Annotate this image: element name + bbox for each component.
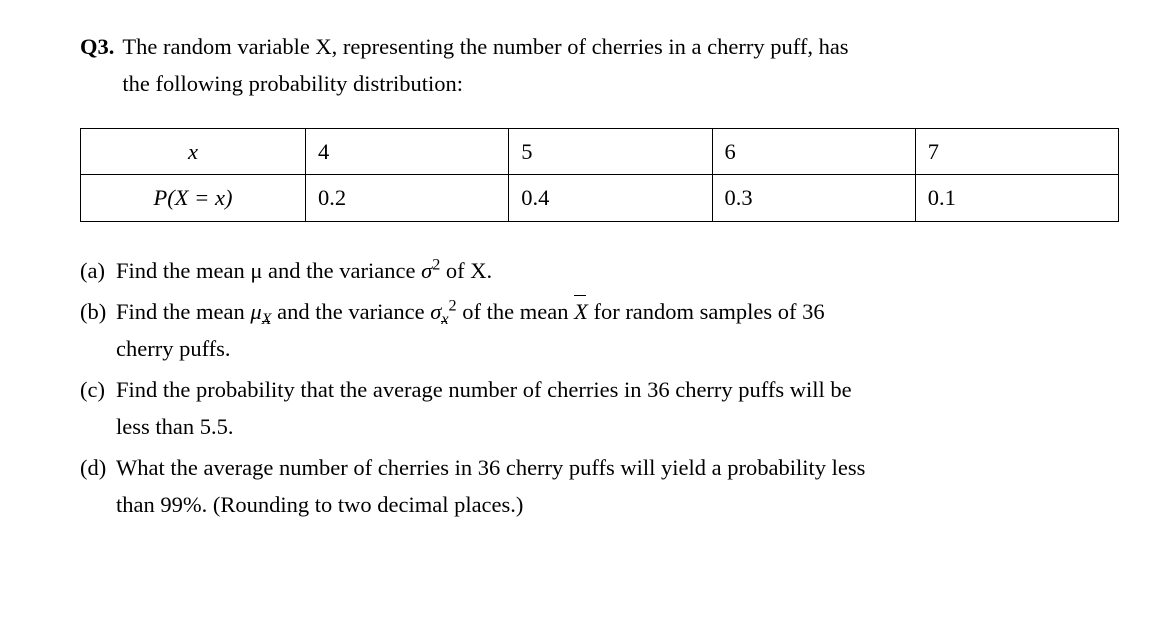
part-label: (d) <box>80 449 116 523</box>
parts-list: (a) Find the mean μ and the variance σ2 … <box>80 252 1119 524</box>
x-bar: X <box>574 293 588 330</box>
part-text: What the average number of cherries in 3… <box>116 449 1119 523</box>
sigma-xbar-sq: σx <box>430 299 448 324</box>
part-text: Find the probability that the average nu… <box>116 371 1119 445</box>
text-fragment: What the average number of cherries in 3… <box>116 455 865 480</box>
part-label: (b) <box>80 293 116 367</box>
part-text: Find the mean μ and the variance σ2 of X… <box>116 252 1119 289</box>
text-fragment: Find the probability that the average nu… <box>116 377 852 402</box>
part-b: (b) Find the mean μX and the variance σx… <box>80 293 1119 367</box>
table-row: P(X = x) 0.2 0.4 0.3 0.1 <box>81 175 1119 221</box>
x-value-cell: 6 <box>712 129 915 175</box>
text-fragment: of X. <box>440 258 492 283</box>
prob-value-cell: 0.2 <box>306 175 509 221</box>
question-line1: The random variable X, representing the … <box>122 34 848 59</box>
table-row: x 4 5 6 7 <box>81 129 1119 175</box>
x-header-cell: x <box>81 129 306 175</box>
x-value-cell: 4 <box>306 129 509 175</box>
part-a: (a) Find the mean μ and the variance σ2 … <box>80 252 1119 289</box>
prob-header-cell: P(X = x) <box>81 175 306 221</box>
text-fragment: for random samples of 36 <box>588 299 825 324</box>
text-fragment: and the variance <box>272 299 431 324</box>
text-fragment: Find the mean <box>116 299 250 324</box>
page: Q3. The random variable X, representing … <box>0 0 1173 632</box>
prob-value-cell: 0.4 <box>509 175 712 221</box>
question-header: Q3. The random variable X, representing … <box>80 28 1119 102</box>
question-text: The random variable X, representing the … <box>122 28 848 102</box>
exponent: 2 <box>449 296 457 314</box>
text-fragment: of the mean <box>457 299 574 324</box>
prob-value-cell: 0.3 <box>712 175 915 221</box>
question-number: Q3. <box>80 28 114 102</box>
text-fragment: less than 5.5. <box>116 414 234 439</box>
probability-table: x 4 5 6 7 P(X = x) 0.2 0.4 0.3 0.1 <box>80 128 1119 221</box>
text-fragment: than 99%. (Rounding to two decimal place… <box>116 492 523 517</box>
part-label: (a) <box>80 252 116 289</box>
question-line2: the following probability distribution: <box>122 71 463 96</box>
sigma-squared: σ <box>421 258 432 283</box>
part-c: (c) Find the probability that the averag… <box>80 371 1119 445</box>
mu-xbar: μX <box>250 299 271 324</box>
x-value-cell: 7 <box>915 129 1118 175</box>
x-value-cell: 5 <box>509 129 712 175</box>
part-d: (d) What the average number of cherries … <box>80 449 1119 523</box>
text-fragment: Find the mean μ and the variance <box>116 258 421 283</box>
part-text: Find the mean μX and the variance σx2 of… <box>116 293 1119 367</box>
prob-value-cell: 0.1 <box>915 175 1118 221</box>
text-fragment: cherry puffs. <box>116 336 231 361</box>
part-label: (c) <box>80 371 116 445</box>
